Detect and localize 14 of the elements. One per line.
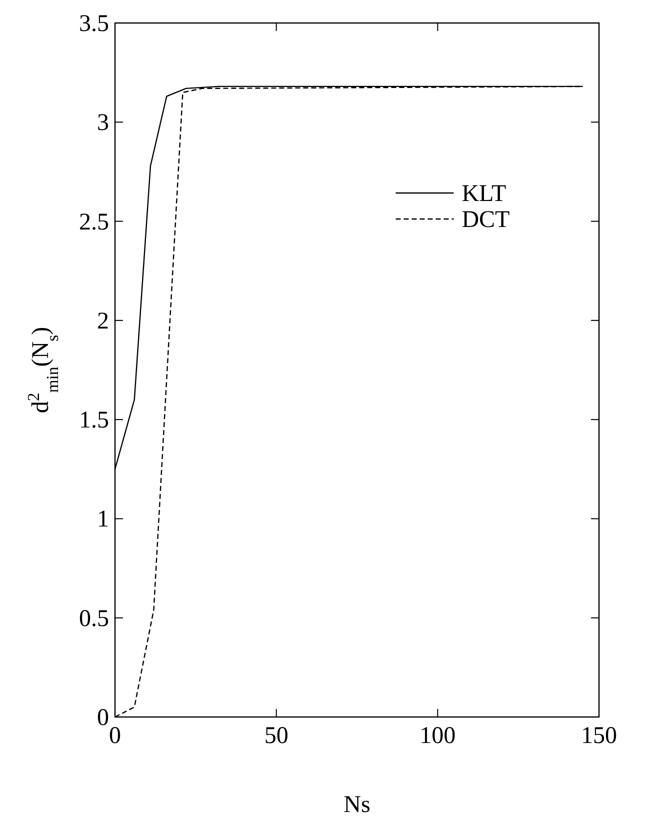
y-tick-label: 2.5 [79,209,109,236]
x-tick-label: 150 [581,723,617,749]
y-tick-label: 2 [97,308,109,334]
legend-label: KLT [462,181,507,208]
x-tick-label: 50 [264,723,288,749]
y-tick-label: 1.5 [79,408,109,434]
legend-label: DCT [462,207,510,234]
x-tick-label: 100 [420,723,456,749]
y-tick-label: 3.5 [79,11,109,37]
y-tick-label: 0.5 [79,606,109,632]
y-tick-label: 3 [97,110,109,136]
y-tick-label: 0 [97,705,109,731]
y-tick-label: 1 [97,506,109,533]
x-axis-title: Ns [344,792,370,818]
